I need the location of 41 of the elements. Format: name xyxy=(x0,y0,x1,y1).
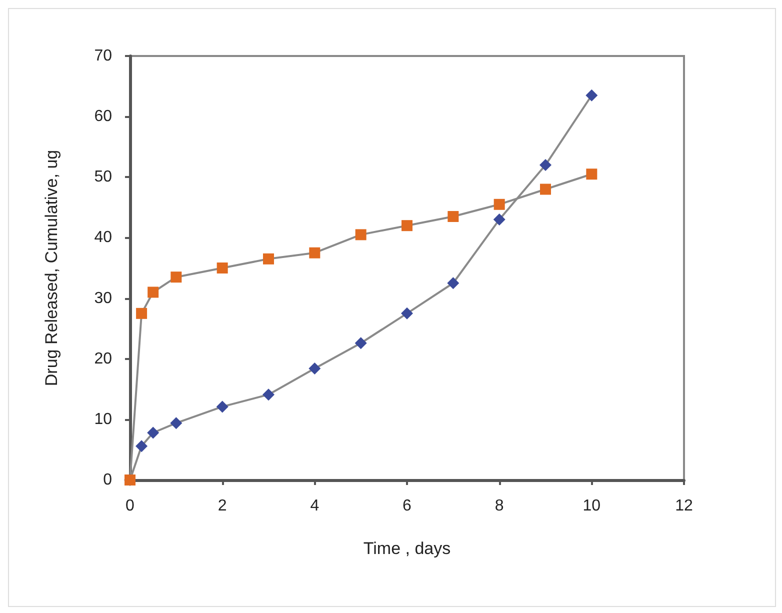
point xyxy=(494,198,505,210)
point xyxy=(586,89,598,102)
y-axis-title: Drug Released, Cumulative, ug xyxy=(42,150,61,386)
point xyxy=(586,168,598,180)
x-axis-title: Time , days xyxy=(363,539,451,558)
point xyxy=(448,211,459,222)
x-tick-label: 6 xyxy=(402,498,412,514)
x-tick-label: 4 xyxy=(310,498,320,514)
point xyxy=(147,426,160,439)
point xyxy=(540,159,552,172)
point xyxy=(493,214,506,226)
point xyxy=(354,337,367,350)
point xyxy=(540,184,551,195)
point xyxy=(447,277,460,290)
x-tick-label: 10 xyxy=(582,498,601,514)
point xyxy=(216,400,228,413)
point xyxy=(148,286,159,298)
point xyxy=(401,307,413,320)
y-tick-label: 40 xyxy=(94,229,112,246)
point xyxy=(355,229,366,240)
x-tick-label: 0 xyxy=(126,498,135,514)
y-tick-label: 30 xyxy=(94,290,112,307)
y-tick-label: 70 xyxy=(94,48,112,64)
point xyxy=(216,262,228,274)
y-tick-label: 20 xyxy=(94,350,112,368)
y-tick-label: 0 xyxy=(103,472,112,488)
point xyxy=(136,440,148,452)
point xyxy=(262,388,274,401)
y-tick-label: 60 xyxy=(94,108,112,126)
point xyxy=(402,220,412,232)
point xyxy=(136,308,148,319)
point xyxy=(263,253,274,264)
x-tick-label: 2 xyxy=(218,498,227,514)
y-tick-label: 10 xyxy=(94,410,112,428)
x-tick-label: 12 xyxy=(675,498,693,514)
y-tick-label: 50 xyxy=(94,168,112,186)
point xyxy=(308,362,321,375)
point xyxy=(170,272,182,283)
point xyxy=(309,247,320,258)
x-tick-label: 8 xyxy=(494,498,504,514)
point xyxy=(170,417,182,430)
